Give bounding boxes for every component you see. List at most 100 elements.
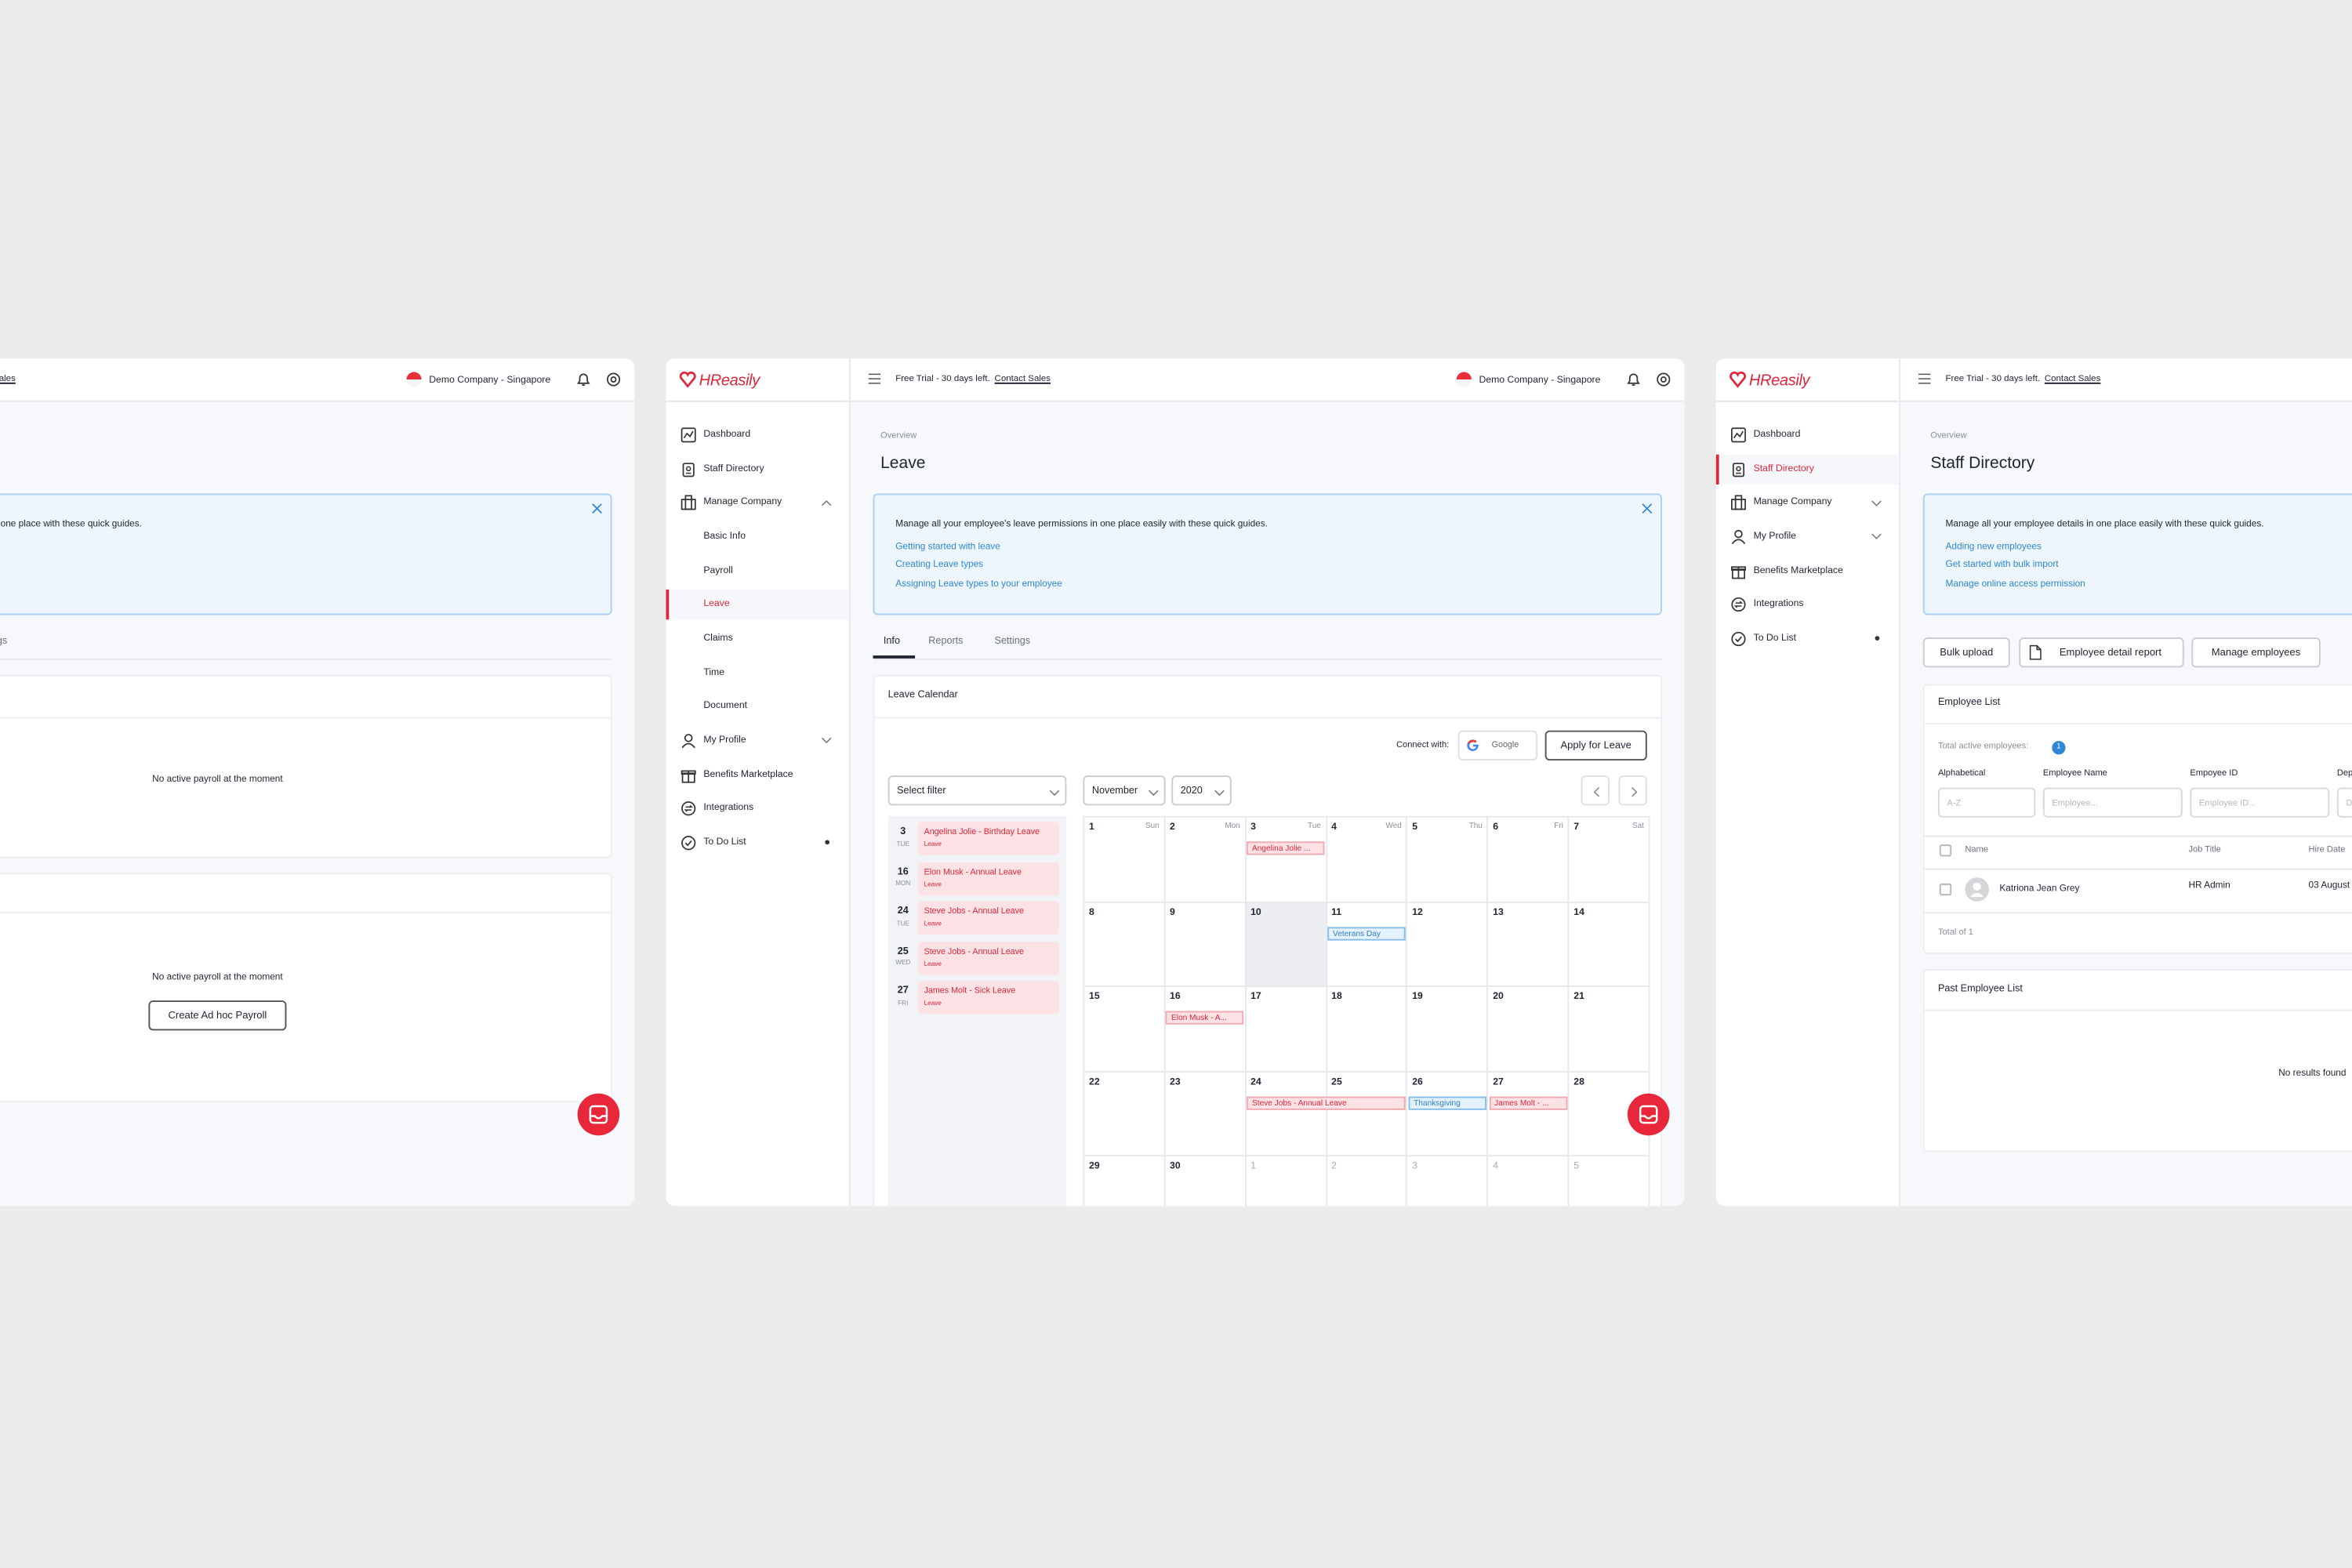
calendar-cell[interactable]: [1163, 1070, 1245, 1156]
contact-sales-link[interactable]: Contact Sales: [0, 375, 16, 384]
nav-item[interactable]: Integrations: [1753, 598, 1804, 610]
filter-input[interactable]: Employee...: [2042, 787, 2183, 818]
calendar-cell[interactable]: [1163, 1155, 1245, 1207]
calendar-cell[interactable]: [1406, 900, 1487, 986]
prev-month-button[interactable]: [1581, 775, 1610, 806]
calendar-cell[interactable]: [1083, 1155, 1164, 1207]
calendar-cell[interactable]: [1406, 1070, 1487, 1156]
close-icon[interactable]: [592, 503, 602, 514]
nav-item[interactable]: Dashboard: [1753, 429, 1801, 440]
nav-item[interactable]: To Do List: [703, 837, 746, 848]
tab[interactable]: Reports: [928, 636, 964, 647]
table-cell[interactable]: Katriona Jean Grey: [1999, 883, 2080, 895]
guide-link[interactable]: Assigning Leave types to your employee: [895, 578, 1062, 590]
calendar-cell[interactable]: [1244, 900, 1326, 986]
filter-input[interactable]: Employee ID...: [2190, 787, 2330, 818]
tab[interactable]: Settings: [994, 636, 1031, 647]
action-button[interactable]: Manage employees: [2191, 637, 2321, 668]
create-payroll-button[interactable]: Create Ad hoc Payroll: [148, 1000, 287, 1031]
close-icon[interactable]: [1642, 503, 1653, 514]
nav-item[interactable]: Staff Directory: [703, 463, 764, 474]
contact-sales-link[interactable]: Contact Sales: [2044, 375, 2101, 384]
calendar-cell[interactable]: [1244, 1070, 1326, 1156]
contact-sales-link[interactable]: Contact Sales: [994, 375, 1051, 384]
chat-button[interactable]: [1627, 1093, 1670, 1136]
nav-item[interactable]: My Profile: [1753, 531, 1796, 542]
guide-link[interactable]: Getting started with leave: [895, 541, 1000, 553]
nav-chevron[interactable]: [821, 737, 832, 745]
nav-item[interactable]: Benefits Marketplace: [1753, 564, 1843, 575]
action-button[interactable]: Bulk upload: [1922, 637, 2010, 668]
action-button[interactable]: Employee detail report: [2019, 637, 2184, 668]
calendar-event[interactable]: Veterans Day: [1327, 926, 1406, 940]
select-all-checkbox[interactable]: [1939, 844, 1952, 857]
nav-item[interactable]: Payroll: [703, 564, 733, 575]
filter-input[interactable]: A-Z: [1937, 787, 2036, 818]
calendar-cell[interactable]: [1244, 1155, 1326, 1207]
nav-item[interactable]: Manage Company: [1753, 496, 1832, 508]
calendar-cell[interactable]: [1406, 1155, 1487, 1207]
calendar-cell[interactable]: [1486, 1155, 1568, 1207]
bell-icon[interactable]: [576, 372, 591, 387]
calendar-cell[interactable]: [1325, 815, 1406, 901]
calendar-cell[interactable]: [1325, 985, 1406, 1071]
calendar-cell[interactable]: [1163, 815, 1245, 901]
year-select[interactable]: 2020: [1171, 775, 1232, 806]
calendar-event[interactable]: James Molt - ...: [1489, 1095, 1567, 1109]
calendar-cell[interactable]: [1567, 1155, 1649, 1207]
calendar-cell[interactable]: [1083, 985, 1164, 1071]
calendar-cell[interactable]: [1083, 815, 1164, 901]
calendar-cell[interactable]: [1083, 1070, 1164, 1156]
nav-item[interactable]: Integrations: [703, 802, 754, 814]
company-name[interactable]: Demo Company - Singapore: [1479, 374, 1601, 385]
settings-icon[interactable]: [606, 372, 621, 387]
next-month-button[interactable]: [1618, 775, 1647, 806]
nav-item[interactable]: Leave: [703, 598, 730, 610]
calendar-cell[interactable]: [1406, 815, 1487, 901]
calendar-cell[interactable]: [1163, 900, 1245, 986]
guide-link[interactable]: Manage online access permission: [1945, 578, 2085, 590]
google-button[interactable]: Google: [1457, 730, 1538, 761]
calendar-cell[interactable]: [1163, 985, 1245, 1071]
month-select[interactable]: November: [1083, 775, 1166, 806]
company-name[interactable]: Demo Company - Singapore: [429, 374, 551, 385]
calendar-cell[interactable]: [1244, 985, 1326, 1071]
leave-entry[interactable]: Elon Musk - Annual Leave Leave: [917, 862, 1059, 895]
nav-item[interactable]: To Do List: [1753, 633, 1796, 644]
tab[interactable]: Info: [883, 636, 900, 647]
calendar-cell[interactable]: [1083, 900, 1164, 986]
guide-link[interactable]: Adding new employees: [1945, 541, 2042, 553]
nav-item[interactable]: Claims: [703, 633, 733, 644]
filter-select[interactable]: Select filter: [887, 775, 1067, 806]
calendar-cell[interactable]: [1325, 1155, 1406, 1207]
calendar-cell[interactable]: [1486, 1070, 1568, 1156]
nav-item[interactable]: Staff Directory: [1753, 463, 1814, 474]
calendar-cell[interactable]: [1406, 985, 1487, 1071]
calendar-event[interactable]: Steve Jobs - Annual Leave: [1247, 1095, 1406, 1109]
leave-entry[interactable]: Steve Jobs - Annual Leave Leave: [917, 902, 1059, 935]
bell-icon[interactable]: [1626, 372, 1641, 387]
nav-item[interactable]: My Profile: [703, 735, 746, 746]
calendar-cell[interactable]: [1486, 900, 1568, 986]
nav-item[interactable]: Benefits Marketplace: [703, 768, 793, 779]
leave-entry[interactable]: James Molt - Sick Leave Leave: [917, 982, 1059, 1015]
menu-icon[interactable]: [868, 373, 881, 384]
calendar-cell[interactable]: [1486, 815, 1568, 901]
tab[interactable]: Settings: [0, 636, 8, 647]
calendar-event[interactable]: Thanksgiving: [1408, 1095, 1486, 1109]
nav-chevron[interactable]: [1871, 499, 1882, 507]
guide-link[interactable]: Get started with bulk import: [1945, 560, 2059, 571]
calendar-event[interactable]: Angelina Jolie ...: [1247, 841, 1325, 855]
calendar-cell[interactable]: [1244, 815, 1326, 901]
calendar-cell[interactable]: [1567, 815, 1649, 901]
nav-item[interactable]: Time: [703, 666, 725, 677]
calendar-cell[interactable]: [1325, 1070, 1406, 1156]
chat-button[interactable]: [577, 1093, 620, 1136]
calendar-cell[interactable]: [1325, 900, 1406, 986]
leave-entry[interactable]: Angelina Jolie - Birthday Leave Leave: [917, 822, 1059, 855]
filter-input[interactable]: Department: [2336, 787, 2352, 818]
nav-item[interactable]: Dashboard: [703, 429, 751, 440]
apply-leave-button[interactable]: Apply for Leave: [1544, 730, 1647, 761]
nav-item[interactable]: Manage Company: [703, 496, 782, 508]
settings-icon[interactable]: [1656, 372, 1671, 387]
